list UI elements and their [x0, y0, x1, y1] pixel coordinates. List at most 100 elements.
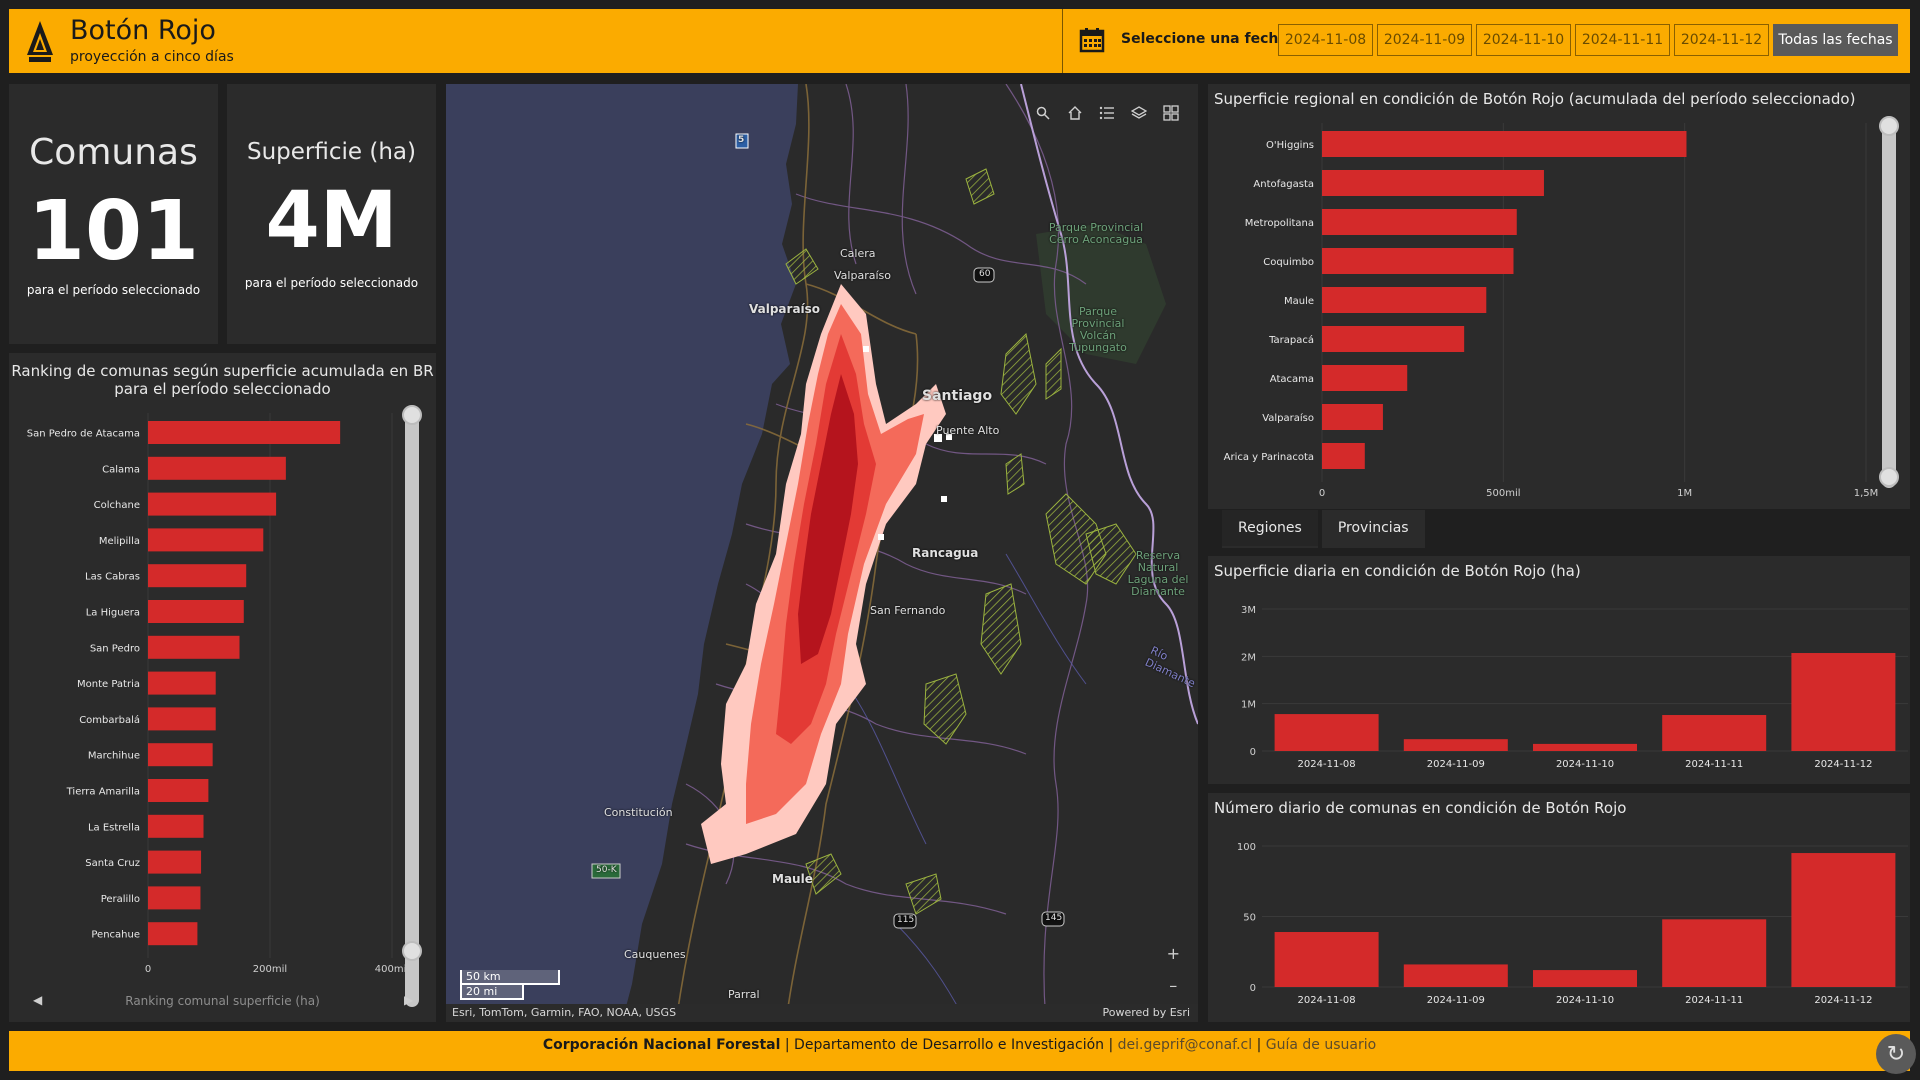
- ranking-scroll-handle-bottom[interactable]: [402, 941, 422, 961]
- y-tick-label: 50: [1243, 913, 1256, 924]
- map-label-santiago: Santiago: [922, 388, 993, 404]
- regional-scrollbar[interactable]: [1882, 120, 1896, 488]
- date-button-2024-11-12[interactable]: 2024-11-12: [1674, 24, 1769, 56]
- map-label-calera: Calera: [840, 247, 876, 260]
- bar-peralillo: [148, 886, 201, 910]
- date-selector-label: Seleccione una fecha:: [1121, 31, 1294, 47]
- all-dates-button[interactable]: Todas las fechas: [1773, 24, 1898, 56]
- y-tick-label: 3M: [1241, 605, 1256, 616]
- category-label-atacama: Atacama: [1270, 374, 1314, 385]
- map-label-reserva-diamante: Reserva Natural Laguna del Diamante: [1127, 549, 1189, 598]
- category-label-san-pedro-de-atacama: San Pedro de Atacama: [27, 429, 140, 440]
- ranking-comunas-panel: Ranking de comunas según superficie acum…: [9, 353, 436, 1022]
- map-label-constitucion: Constitución: [604, 806, 673, 819]
- map-label-valparaiso-city: Valparaíso: [749, 302, 821, 316]
- category-label-maule: Maule: [1284, 296, 1314, 307]
- x-tick-label: 500mil: [1486, 488, 1520, 499]
- category-label-combarbala: Combarbalá: [79, 714, 140, 726]
- category-label-tierra-amarilla: Tierra Amarilla: [66, 787, 140, 798]
- footer-org: Corporación Nacional Forestal: [542, 1037, 781, 1053]
- search-icon[interactable]: [1034, 104, 1052, 122]
- powered-by-esri[interactable]: Powered by Esri: [1102, 1006, 1190, 1019]
- category-label-san-pedro: San Pedro: [90, 643, 140, 654]
- footer-dept: | Departamento de Desarrollo e Investiga…: [780, 1037, 1118, 1053]
- ranking-next-arrow-icon[interactable]: ▶: [404, 993, 414, 1007]
- x-tick-label-2024-11-09: 2024-11-09: [1427, 995, 1485, 1006]
- date-button-2024-11-11[interactable]: 2024-11-11: [1575, 24, 1670, 56]
- basemap-gallery-icon[interactable]: [1162, 104, 1180, 122]
- kpi-superficie-label: Superficie (ha): [247, 139, 416, 165]
- x-tick-label: 400mil: [375, 964, 409, 973]
- bar-santa-cruz: [148, 850, 202, 874]
- ranking-prev-arrow-icon[interactable]: ◀: [33, 993, 43, 1007]
- map-view[interactable]: 5 60 50-K 115 145 Calera Valparaíso Valp…: [446, 84, 1198, 1022]
- x-tick-label: 1M: [1677, 488, 1692, 499]
- map-canvas[interactable]: [446, 84, 1198, 1022]
- y-tick-label: 100: [1237, 842, 1256, 853]
- ranking-scroll-handle-top[interactable]: [402, 405, 422, 425]
- x-tick-label-2024-11-09: 2024-11-09: [1427, 759, 1485, 770]
- bar-pencahue: [148, 922, 198, 946]
- layers-icon[interactable]: [1130, 104, 1148, 122]
- category-label-la-higuera: La Higuera: [86, 608, 140, 619]
- zoom-out-button[interactable]: –: [1169, 976, 1178, 995]
- date-button-2024-11-09[interactable]: 2024-11-09: [1377, 24, 1472, 56]
- x-tick-label-2024-11-10: 2024-11-10: [1556, 995, 1614, 1006]
- superficie-diaria-chart: 0 1M 2M 3M 2024-11-08 2024-11-09 2024-11-10 202…: [1241, 605, 1908, 770]
- ranking-scrollbar[interactable]: [405, 413, 419, 1007]
- x-tick-label: 0: [1319, 488, 1325, 499]
- map-route-145-label: 145: [1045, 913, 1063, 923]
- tab-regiones[interactable]: Regiones: [1222, 510, 1318, 548]
- map-route-50k-label: 50-K: [596, 865, 617, 875]
- date-button-2024-11-10[interactable]: 2024-11-10: [1476, 24, 1571, 56]
- bar-2024-11-12: [1791, 653, 1896, 751]
- kpi-superficie-card: Superficie (ha) 4M para el período selec…: [227, 84, 436, 344]
- category-label-o-higgins: O'Higgins: [1266, 140, 1314, 151]
- home-icon[interactable]: [1066, 104, 1084, 122]
- category-label-peralillo: Peralillo: [101, 894, 140, 905]
- zoom-in-button[interactable]: +: [1166, 944, 1180, 963]
- category-label-coquimbo: Coquimbo: [1263, 257, 1314, 268]
- category-label-metropolitana: Metropolitana: [1245, 218, 1314, 229]
- calendar-icon: [1079, 28, 1105, 53]
- category-label-la-estrella: La Estrella: [88, 822, 140, 833]
- scale-km: 50 km: [460, 970, 560, 985]
- superficie-diaria-title: Superficie diaria en condición de Botón …: [1214, 562, 1581, 580]
- x-tick-label: 200mil: [253, 964, 287, 973]
- date-button-2024-11-08[interactable]: 2024-11-08: [1278, 24, 1373, 56]
- header-divider: [1062, 9, 1063, 73]
- x-tick-label: 0: [145, 964, 151, 973]
- bar-la-estrella: [148, 814, 204, 838]
- kpi-superficie-note: para el período seleccionado: [244, 276, 419, 290]
- y-tick-label: 1M: [1241, 700, 1256, 711]
- bar-2024-11-09: [1403, 964, 1508, 987]
- y-tick-label: 0: [1250, 747, 1256, 758]
- footer-separator: |: [1252, 1037, 1266, 1053]
- regional-scroll-handle-bottom[interactable]: [1879, 467, 1899, 487]
- scale-mi: 20 mi: [460, 985, 524, 1000]
- x-tick-label-2024-11-11: 2024-11-11: [1685, 995, 1743, 1006]
- refresh-icon[interactable]: ↻: [1876, 1034, 1916, 1074]
- map-label-parral: Parral: [728, 988, 760, 1001]
- bar-tierra-amarilla: [148, 779, 209, 802]
- bar-2024-11-10: [1533, 743, 1637, 751]
- attribution-text: Esri, TomTom, Garmin, FAO, NOAA, USGS: [452, 1006, 677, 1019]
- footer-email-link[interactable]: dei.geprif@conaf.cl: [1117, 1037, 1253, 1053]
- x-tick-label-2024-11-08: 2024-11-08: [1298, 759, 1356, 770]
- footer-guide-link[interactable]: Guía de usuario: [1265, 1037, 1377, 1053]
- conaf-logo-icon: [27, 21, 53, 62]
- legend-list-icon[interactable]: [1098, 104, 1116, 122]
- category-label-colchane: Colchane: [94, 500, 140, 511]
- tab-provincias[interactable]: Provincias: [1321, 510, 1425, 548]
- regional-scroll-handle-top[interactable]: [1879, 116, 1899, 136]
- x-tick-label: 1,5M: [1854, 488, 1879, 499]
- bar-monte-patria: [148, 671, 216, 695]
- kpi-comunas-value: 101: [27, 184, 200, 279]
- bar-san-pedro-de-atacama: [148, 421, 341, 444]
- map-attribution: Esri, TomTom, Garmin, FAO, NOAA, USGS Po…: [446, 1004, 1198, 1022]
- category-label-tarapaca: Tarapacá: [1268, 334, 1314, 346]
- bar-2024-11-11: [1662, 919, 1767, 987]
- map-label-san-fernando: San Fernando: [870, 604, 946, 617]
- bar-san-pedro: [148, 635, 240, 659]
- x-tick-label-2024-11-12: 2024-11-12: [1814, 759, 1872, 770]
